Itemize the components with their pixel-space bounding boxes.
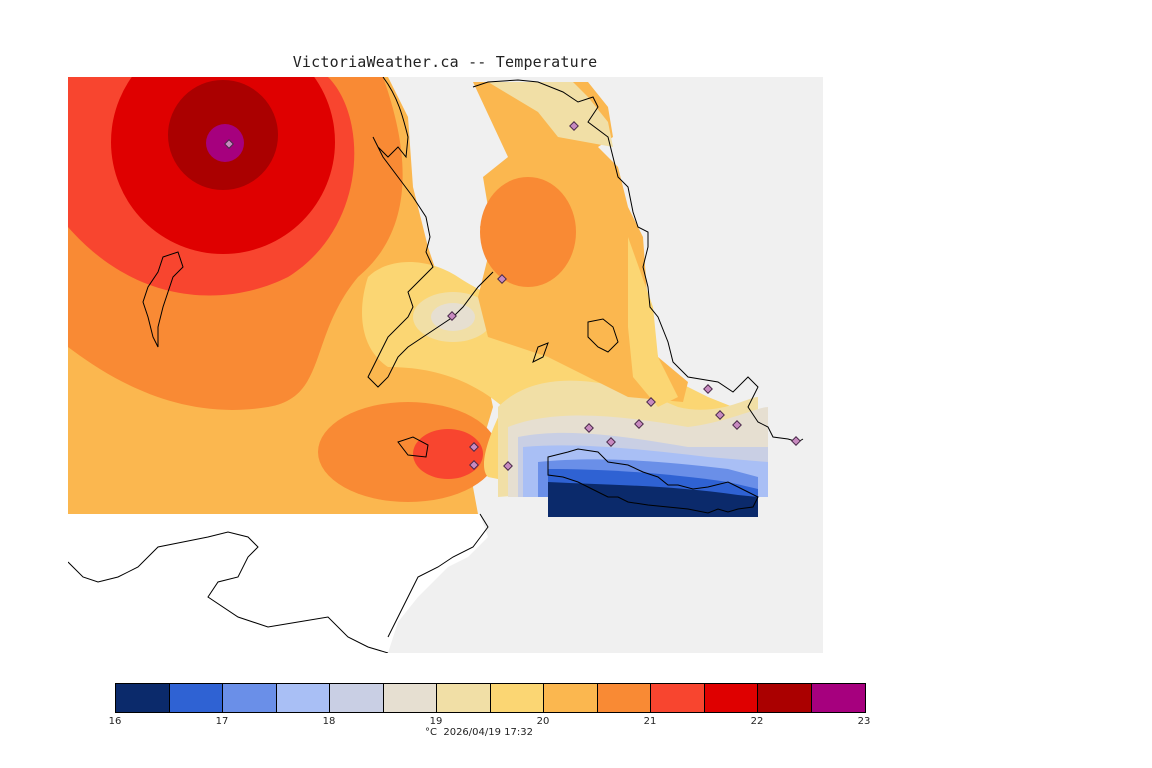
legend-tick-label: 22 [750,716,764,727]
station-marker [469,460,479,470]
station-marker [503,461,513,471]
coast-south-mainland [68,531,389,653]
coast-south-east [387,513,489,638]
station-marker [606,437,616,447]
timestamp-label: 2026/04/19 17:32 [443,727,533,738]
station-marker [634,419,644,429]
coast-west [367,77,494,388]
zone-22-south [413,429,483,479]
station-marker [497,274,507,284]
coast-south-island [547,448,759,514]
coast-north-peninsula [472,79,804,443]
station-marker [447,311,457,321]
zone-13 [548,482,758,517]
legend-swatch [330,684,384,712]
legend-swatch [811,684,865,712]
legend-swatch [544,684,598,712]
station-marker [584,423,594,433]
legend-tick-label: 21 [643,716,657,727]
legend-swatch [437,684,491,712]
legend-tick-label: 23 [857,716,871,727]
north-peninsula-20 [488,82,613,147]
island-south-small [397,436,429,458]
station-marker [791,436,801,446]
legend-swatch [169,684,223,712]
station-marker [715,410,725,420]
station-marker [646,397,656,407]
legend-swatch [758,684,812,712]
legend-tick-label: 16 [108,716,122,727]
temperature-map [68,77,823,653]
island-tiny [532,342,549,363]
island-small-west [142,251,184,348]
legend-swatch [490,684,544,712]
legend-swatch [223,684,277,712]
legend-tick-label: 17 [215,716,229,727]
island-center [587,318,619,353]
color-legend: 16 17 18 19 20 21 22 23 °C 2026/04/19 17:32 [109,683,873,743]
legend-bar [115,683,866,713]
legend-tick-label: 19 [429,716,443,727]
legend-swatch [116,684,170,712]
north-peninsula-inner [628,237,678,407]
legend-swatch [276,684,330,712]
legend-swatch [597,684,651,712]
unit-label: °C [425,727,437,738]
legend-swatch [704,684,758,712]
station-marker [469,442,479,452]
chart-title: VictoriaWeather.ca -- Temperature [292,53,598,71]
legend-tick-label: 20 [536,716,550,727]
legend-caption: °C 2026/04/19 17:32 [425,727,533,738]
station-marker [703,384,713,394]
legend-swatch [383,684,437,712]
station-marker [224,139,234,149]
zone-25 [206,124,244,162]
station-marker [569,121,579,131]
south-land [68,514,488,653]
legend-tick-label: 18 [322,716,336,727]
north-peninsula-21 [480,177,576,287]
station-marker [732,420,742,430]
legend-swatch [651,684,705,712]
